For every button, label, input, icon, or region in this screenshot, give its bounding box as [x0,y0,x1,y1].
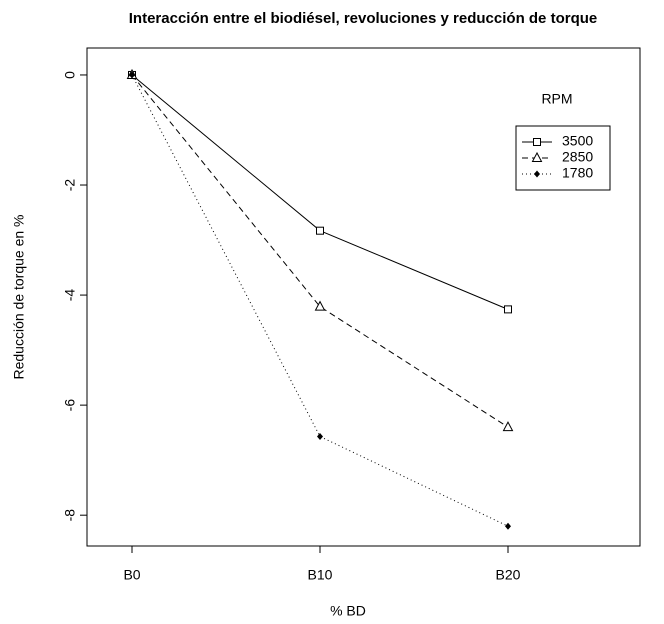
y-tick-label: -2 [62,179,78,192]
x-tick-label: B0 [123,567,140,583]
legend-box [515,125,611,191]
chart-title: Interacción entre el biodiésel, revoluci… [129,10,597,27]
marker [531,151,543,162]
marker [129,71,135,79]
y-tick-label: -4 [62,289,78,302]
legend-label: 1780 [562,165,593,181]
marker [534,170,540,178]
legend-label: 2850 [562,149,593,165]
y-axis-label: Reducción de torque en % [11,215,27,380]
series-line [131,74,509,310]
legend-label: 3500 [562,133,593,149]
y-tick-label: 0 [62,71,78,79]
marker [505,522,511,530]
plot-frame [86,47,641,547]
marker [502,421,514,432]
marker [317,432,323,440]
marker [314,300,326,311]
x-axis-label: % BD [330,603,366,619]
marker [316,226,324,235]
y-tick-label: -8 [62,509,78,522]
series-line [131,74,509,428]
x-tick-label: B10 [308,567,333,583]
marker [504,305,512,314]
x-tick-label: B20 [496,567,521,583]
legend-title: RPM [541,91,572,107]
y-tick-label: -6 [62,399,78,412]
marker [533,138,541,146]
